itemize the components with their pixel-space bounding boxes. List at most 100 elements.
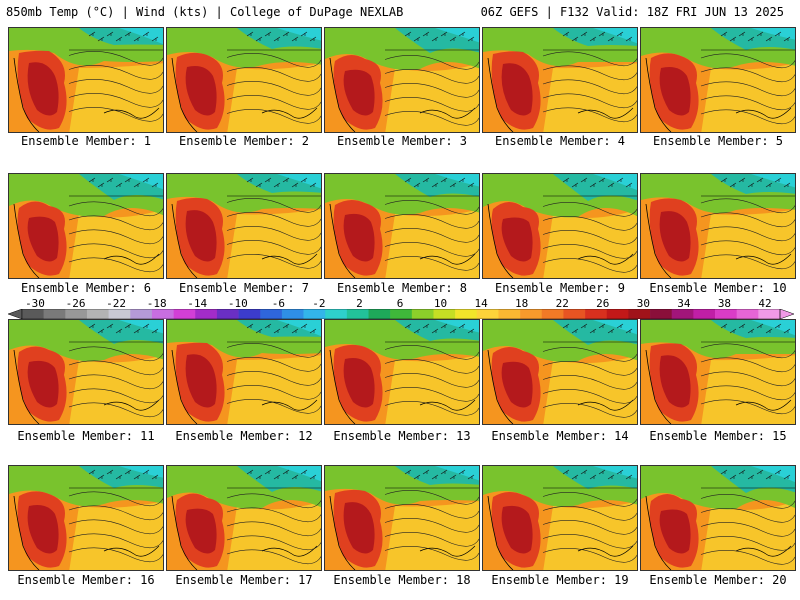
ensemble-member-label: Ensemble Member: 19 bbox=[491, 573, 629, 587]
ensemble-map-panel bbox=[324, 173, 480, 279]
ensemble-map-panel bbox=[8, 27, 164, 133]
ensemble-map-panel bbox=[324, 27, 480, 133]
ensemble-map-panel bbox=[482, 173, 638, 279]
ensemble-map-panel bbox=[640, 465, 796, 571]
temperature-map bbox=[325, 466, 479, 570]
colorbar-swatch bbox=[346, 309, 369, 319]
colorbar-swatch bbox=[563, 309, 586, 319]
ensemble-map-panel bbox=[8, 465, 164, 571]
ensemble-member-label: Ensemble Member: 9 bbox=[494, 281, 626, 295]
ensemble-member-label: Ensemble Member: 2 bbox=[178, 134, 310, 148]
colorbar-swatch bbox=[108, 309, 131, 319]
ensemble-member-label: Ensemble Member: 15 bbox=[649, 429, 787, 443]
colorbar-swatch bbox=[216, 309, 239, 319]
colorbar-tick-label: -6 bbox=[271, 297, 285, 310]
ensemble-map-panel bbox=[166, 319, 322, 425]
map-title: 850mb Temp (°C) | Wind (kts) | College o… bbox=[6, 5, 404, 19]
colorbar-swatch bbox=[671, 309, 694, 319]
ensemble-member-label: Ensemble Member: 14 bbox=[491, 429, 629, 443]
colorbar-swatch bbox=[65, 309, 88, 319]
ensemble-map-panel bbox=[324, 465, 480, 571]
ensemble-member-label: Ensemble Member: 6 bbox=[20, 281, 152, 295]
colorbar-swatch bbox=[260, 309, 283, 319]
colorbar-swatch bbox=[43, 309, 66, 319]
temperature-map bbox=[641, 466, 795, 570]
ensemble-member-label: Ensemble Member: 13 bbox=[333, 429, 471, 443]
colorbar-swatch bbox=[238, 309, 261, 319]
colorbar-swatch bbox=[325, 309, 348, 319]
colorbar-swatch bbox=[86, 309, 109, 319]
temperature-map bbox=[9, 320, 163, 424]
temperature-map bbox=[483, 174, 637, 278]
colorbar-swatch bbox=[173, 309, 196, 319]
ensemble-member-label: Ensemble Member: 8 bbox=[336, 281, 468, 295]
colorbar-tick-label: -10 bbox=[227, 297, 248, 310]
colorbar-tick-label: 26 bbox=[596, 297, 610, 310]
ensemble-member-label: Ensemble Member: 3 bbox=[336, 134, 468, 148]
temperature-map bbox=[167, 174, 321, 278]
colorbar-swatch bbox=[693, 309, 716, 319]
colorbar-swatch bbox=[758, 309, 781, 319]
colorbar-swatch bbox=[151, 309, 174, 319]
colorbar-tick-label: -2 bbox=[312, 297, 326, 310]
colorbar-tick-label: 34 bbox=[677, 297, 691, 310]
colorbar-tick-label: 18 bbox=[515, 297, 529, 310]
ensemble-member-label: Ensemble Member: 12 bbox=[175, 429, 313, 443]
ensemble-map-panel bbox=[324, 319, 480, 425]
colorbar-max-arrow bbox=[779, 309, 794, 319]
colorbar-swatch bbox=[628, 309, 651, 319]
colorbar-swatch bbox=[195, 309, 218, 319]
colorbar-ticks: -30 -26 -22 -18 -14 -10 -6 -2 2 6 10 14 18 22 26 30 34 38… bbox=[8, 298, 794, 310]
colorbar-tick-label: 6 bbox=[396, 297, 404, 310]
ensemble-map-panel bbox=[8, 173, 164, 279]
temperature-map bbox=[325, 174, 479, 278]
colorbar-swatch bbox=[715, 309, 737, 319]
ensemble-map-panel bbox=[482, 465, 638, 571]
ensemble-member-label: Ensemble Member: 10 bbox=[649, 281, 787, 295]
colorbar-min-arrow bbox=[8, 309, 23, 319]
colorbar-swatch bbox=[476, 309, 499, 319]
ensemble-map-panel bbox=[8, 319, 164, 425]
model-run-info: 06Z GEFS | F132 Valid: 18Z FRI JUN 13 20… bbox=[480, 5, 784, 19]
colorbar-swatch bbox=[498, 309, 521, 319]
colorbar-scale bbox=[8, 309, 794, 319]
colorbar-swatch bbox=[281, 309, 304, 319]
colorbar-tick-label: -22 bbox=[106, 297, 127, 310]
temperature-map bbox=[641, 28, 795, 132]
colorbar-tick-label: 22 bbox=[555, 297, 569, 310]
ensemble-member-label: Ensemble Member: 7 bbox=[178, 281, 310, 295]
colorbar-tick-label: -26 bbox=[65, 297, 86, 310]
temperature-map bbox=[167, 320, 321, 424]
ensemble-map-panel bbox=[166, 173, 322, 279]
temperature-map bbox=[325, 28, 479, 132]
ensemble-member-label: Ensemble Member: 20 bbox=[649, 573, 787, 587]
colorbar-tick-label: -18 bbox=[146, 297, 167, 310]
colorbar-swatch bbox=[650, 309, 673, 319]
ensemble-member-label: Ensemble Member: 11 bbox=[17, 429, 155, 443]
temperature-map bbox=[167, 28, 321, 132]
temperature-map bbox=[483, 466, 637, 570]
colorbar-swatch bbox=[455, 309, 478, 319]
ensemble-member-label: Ensemble Member: 16 bbox=[17, 573, 155, 587]
colorbar-swatch bbox=[585, 309, 608, 319]
ensemble-member-label: Ensemble Member: 4 bbox=[494, 134, 626, 148]
temperature-map bbox=[641, 174, 795, 278]
ensemble-map-panel bbox=[640, 319, 796, 425]
colorbar-swatch bbox=[411, 309, 434, 319]
temperature-map bbox=[9, 174, 163, 278]
colorbar-tick-label: 2 bbox=[356, 297, 363, 310]
temperature-map bbox=[325, 320, 479, 424]
ensemble-member-label: Ensemble Member: 5 bbox=[652, 134, 784, 148]
colorbar-swatch bbox=[606, 309, 629, 319]
colorbar-swatch bbox=[541, 309, 564, 319]
colorbar-tick-label: 14 bbox=[474, 297, 488, 310]
ensemble-map-panel bbox=[640, 27, 796, 133]
colorbar-swatch bbox=[390, 309, 413, 319]
ensemble-map-panel bbox=[640, 173, 796, 279]
colorbar-tick-label: -30 bbox=[25, 297, 45, 310]
temperature-map bbox=[9, 466, 163, 570]
colorbar-tick-label: 38 bbox=[717, 297, 732, 310]
colorbar-tick-label: -14 bbox=[187, 297, 208, 310]
colorbar-swatch bbox=[433, 309, 456, 319]
temperature-map bbox=[483, 320, 637, 424]
